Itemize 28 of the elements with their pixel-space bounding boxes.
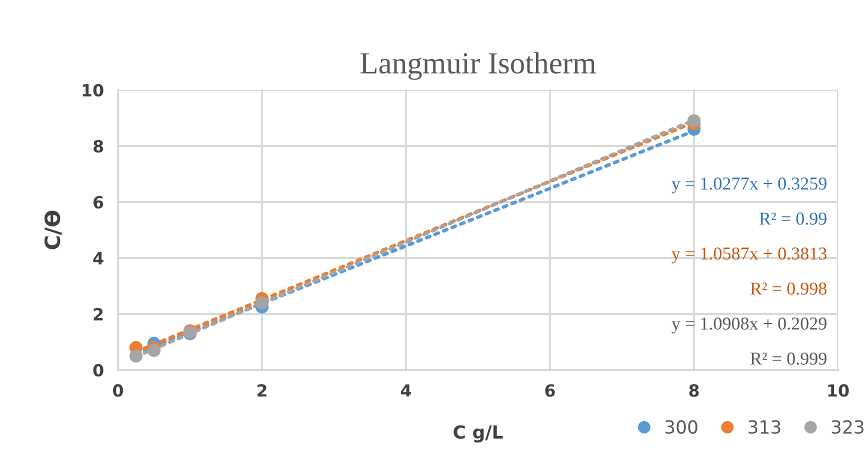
x-tick-label: 4 xyxy=(400,384,412,397)
annotation: R² = 0.998 xyxy=(750,282,827,295)
annotation: R² = 0.999 xyxy=(750,352,826,365)
y-tick-label: 6 xyxy=(94,196,104,209)
x-tick-label: 2 xyxy=(258,384,266,397)
x-tick-label: 10 xyxy=(828,384,849,397)
legend-label: 313 xyxy=(748,420,780,434)
y-axis-title: C/Ɵ xyxy=(44,210,62,250)
y-tick-label: 4 xyxy=(93,252,104,264)
x-tick-label: 0 xyxy=(113,384,123,397)
y-tick-label: 8 xyxy=(94,140,104,153)
legend-label: 300 xyxy=(665,420,698,434)
legend-label: 323 xyxy=(832,420,864,434)
point xyxy=(687,114,701,128)
y-tick-label: 0 xyxy=(93,364,104,377)
annotation: y = 1.0587x + 0.3813 xyxy=(672,247,826,264)
x-tick-label: 8 xyxy=(689,384,699,397)
chart-title: Langmuir Isotherm xyxy=(360,52,596,80)
point xyxy=(255,296,269,310)
annotation: y = 1.0277x + 0.3259 xyxy=(672,177,826,194)
x-axis-title: C g/L xyxy=(454,425,503,442)
annotation: R² = 0.99 xyxy=(759,212,826,225)
y-tick-label: 2 xyxy=(94,308,103,320)
point xyxy=(147,344,161,357)
y-tick-label: 10 xyxy=(82,84,104,97)
x-tick-label: 6 xyxy=(545,384,555,397)
point xyxy=(129,349,143,363)
annotation: y = 1.0908x + 0.2029 xyxy=(672,317,826,334)
